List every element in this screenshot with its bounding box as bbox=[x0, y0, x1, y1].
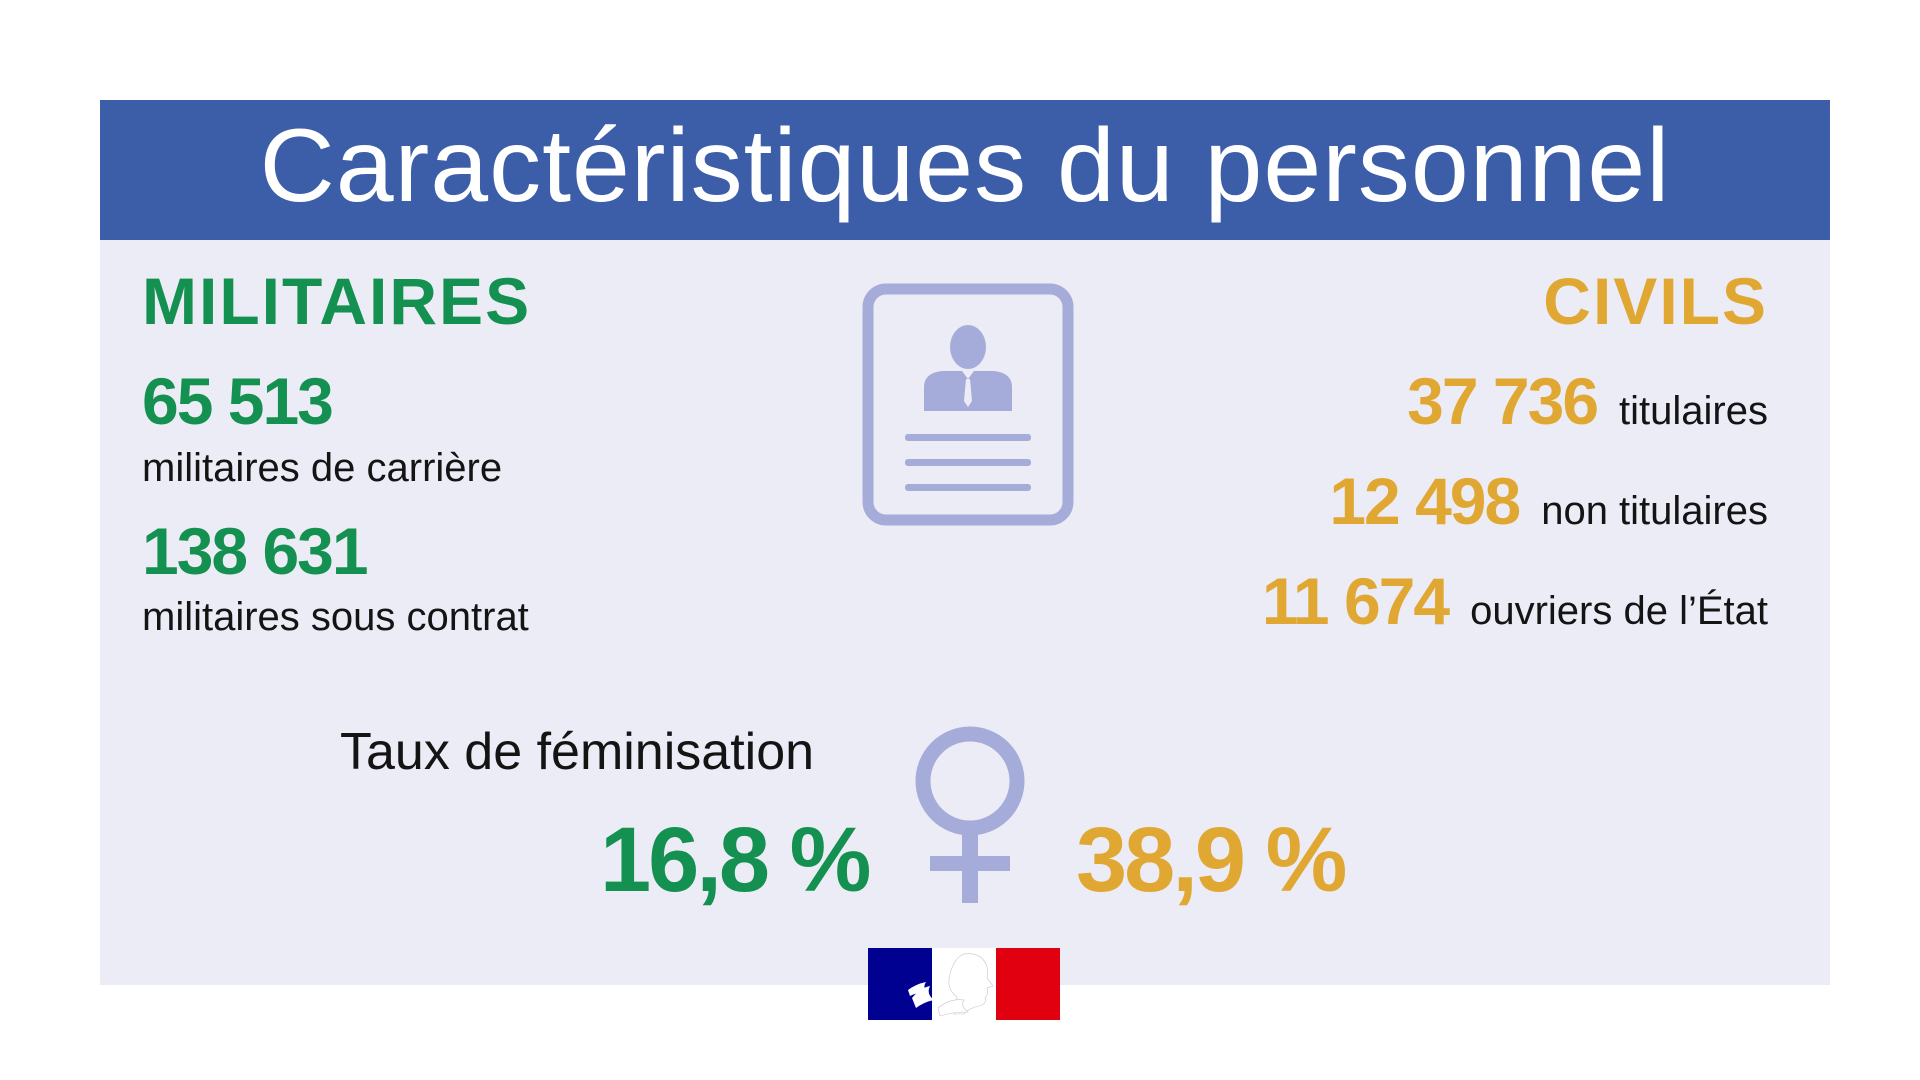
feminisation-label: Taux de féminisation bbox=[340, 723, 815, 781]
civils-titulaires-value: 37 736 bbox=[1407, 364, 1599, 438]
civils-heading: CIVILS bbox=[1543, 264, 1768, 338]
civils-non-titulaires-label: non titulaires bbox=[1541, 489, 1768, 533]
militaires-contrat-label: militaires sous contrat bbox=[142, 595, 529, 639]
civils-non-titulaires-value: 12 498 bbox=[1329, 464, 1521, 538]
civils-titulaires-row: 37 736 titulaires bbox=[1407, 368, 1768, 434]
page-title: Caractéristiques du personnel bbox=[259, 108, 1671, 224]
militaires-carriere-label: militaires de carrière bbox=[142, 446, 503, 490]
civils-ouvriers-label: ouvriers de l’État bbox=[1470, 589, 1768, 633]
civils-titulaires-label: titulaires bbox=[1619, 389, 1768, 433]
militaires-contrat-value: 138 631 bbox=[142, 514, 369, 588]
female-symbol-icon bbox=[915, 726, 1025, 903]
civils-ouvriers-value: 11 674 bbox=[1261, 564, 1450, 638]
militaires-heading: MILITAIRES bbox=[142, 264, 532, 338]
militaires-carriere-value: 65 513 bbox=[142, 364, 334, 438]
profile-card-icon bbox=[862, 283, 1074, 526]
infographic-card: Caractéristiques du personnel MILITAIRES… bbox=[100, 100, 1830, 985]
feminisation-militaires-rate: 16,8 % bbox=[600, 809, 871, 911]
civils-non-titulaires-row: 12 498 non titulaires bbox=[1329, 468, 1768, 534]
title-banner: Caractéristiques du personnel bbox=[100, 100, 1830, 240]
marianne-logo bbox=[868, 948, 1060, 1020]
civils-ouvriers-row: 11 674 ouvriers de l’État bbox=[1262, 568, 1768, 634]
feminisation-civils-rate: 38,9 % bbox=[1076, 809, 1347, 911]
